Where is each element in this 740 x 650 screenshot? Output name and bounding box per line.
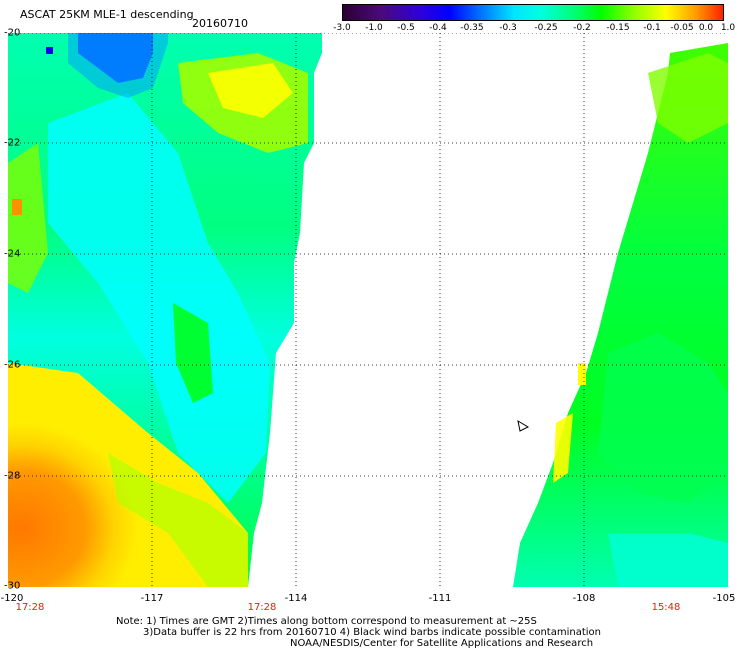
colorbar-tick: 1.0: [720, 23, 736, 33]
colorbar-tick: -3.0: [333, 23, 351, 33]
colorbar-tick: -0.5: [397, 23, 415, 33]
note-line-2: 3)Data buffer is 22 hrs from 20160710 4)…: [143, 627, 601, 638]
colorbar-tick: -0.3: [499, 23, 517, 33]
note-line-1: Note: 1) Times are GMT 2)Times along bot…: [116, 616, 537, 627]
colorbar-tick: -1.0: [365, 23, 383, 33]
colorbar-tick: -0.4: [429, 23, 447, 33]
colorbar-tick: 0.0: [698, 23, 714, 33]
wind-data-map: [8, 33, 728, 587]
time-label: 15:48: [651, 602, 681, 613]
colorbar-tick: -0.1: [643, 23, 661, 33]
wind-barb-icon: [517, 419, 530, 432]
x-axis-label: -108: [572, 593, 596, 604]
colorbar-tick: -0.35: [460, 23, 484, 33]
grid-lines: [8, 33, 728, 587]
colorbar-tick-labels: -3.0 -1.0 -0.5 -0.4 -0.35 -0.3 -0.25 -0.…: [330, 23, 740, 35]
y-axis-label: -26: [4, 359, 21, 371]
colorbar-tick: -0.2: [573, 23, 591, 33]
x-axis-label: -120: [0, 593, 24, 604]
left-swath: [8, 33, 322, 587]
y-axis-label: -28: [4, 470, 21, 482]
right-swath: [513, 43, 728, 587]
colorbar-tick: -0.25: [534, 23, 558, 33]
colorbar: [342, 4, 724, 21]
y-axis-label: -20: [4, 27, 21, 39]
map-title: ASCAT 25KM MLE-1 descending: [20, 8, 194, 21]
colorbar-tick: -0.05: [670, 23, 694, 33]
time-label: 17:28: [247, 602, 277, 613]
y-axis-label: -30: [4, 580, 21, 592]
time-label: 17:28: [15, 602, 45, 613]
y-axis-label: -24: [4, 248, 21, 260]
note-line-3: NOAA/NESDIS/Center for Satellite Applica…: [290, 638, 594, 649]
map-date: 20160710: [192, 17, 248, 30]
colorbar-tick: -0.15: [606, 23, 630, 33]
x-axis-label: -114: [284, 593, 308, 604]
y-axis-label: -22: [4, 137, 21, 149]
x-axis-label: -117: [140, 593, 164, 604]
x-axis-label: -105: [712, 593, 736, 604]
x-axis-label: -111: [428, 593, 452, 604]
